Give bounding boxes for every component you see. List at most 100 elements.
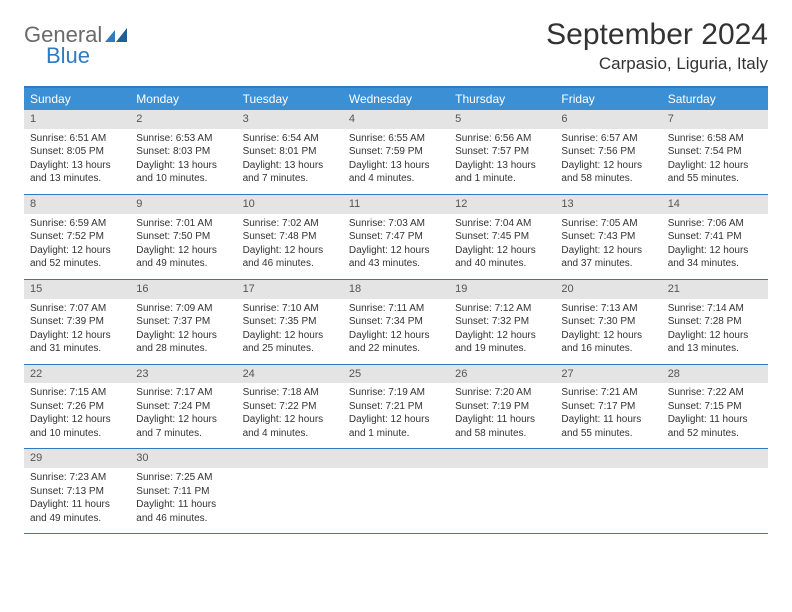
sunrise-text: Sunrise: 6:53 AM (136, 132, 230, 146)
day-number: 19 (449, 280, 555, 299)
day-number: 3 (237, 110, 343, 129)
day-body: Sunrise: 6:53 AMSunset: 8:03 PMDaylight:… (130, 129, 236, 194)
day-number: 10 (237, 195, 343, 214)
day-body (237, 468, 343, 479)
day-number: . (662, 449, 768, 468)
day-cell: 17Sunrise: 7:10 AMSunset: 7:35 PMDayligh… (237, 280, 343, 364)
day-cell: 1Sunrise: 6:51 AMSunset: 8:05 PMDaylight… (24, 110, 130, 194)
day-number: 13 (555, 195, 661, 214)
sunset-text: Sunset: 7:21 PM (349, 400, 443, 414)
day-number: 4 (343, 110, 449, 129)
day-cell: 7Sunrise: 6:58 AMSunset: 7:54 PMDaylight… (662, 110, 768, 194)
sunset-text: Sunset: 7:34 PM (349, 315, 443, 329)
day-cell: 6Sunrise: 6:57 AMSunset: 7:56 PMDaylight… (555, 110, 661, 194)
week-row: 29Sunrise: 7:23 AMSunset: 7:13 PMDayligh… (24, 449, 768, 534)
day-body: Sunrise: 7:23 AMSunset: 7:13 PMDaylight:… (24, 468, 130, 533)
day-header: Monday (130, 88, 236, 110)
daylight-text: Daylight: 11 hours and 58 minutes. (455, 413, 549, 440)
day-number: 23 (130, 365, 236, 384)
day-cell: . (662, 449, 768, 533)
sunset-text: Sunset: 7:32 PM (455, 315, 549, 329)
day-cell: 2Sunrise: 6:53 AMSunset: 8:03 PMDaylight… (130, 110, 236, 194)
day-header: Tuesday (237, 88, 343, 110)
day-number: 20 (555, 280, 661, 299)
sunrise-text: Sunrise: 6:59 AM (30, 217, 124, 231)
day-body: Sunrise: 7:13 AMSunset: 7:30 PMDaylight:… (555, 299, 661, 364)
daylight-text: Daylight: 12 hours and 19 minutes. (455, 329, 549, 356)
day-body: Sunrise: 6:55 AMSunset: 7:59 PMDaylight:… (343, 129, 449, 194)
sunset-text: Sunset: 7:50 PM (136, 230, 230, 244)
day-cell: 8Sunrise: 6:59 AMSunset: 7:52 PMDaylight… (24, 195, 130, 279)
sunrise-text: Sunrise: 7:19 AM (349, 386, 443, 400)
daylight-text: Daylight: 12 hours and 34 minutes. (668, 244, 762, 271)
day-body (662, 468, 768, 479)
day-number: 22 (24, 365, 130, 384)
day-number: . (555, 449, 661, 468)
day-cell: 29Sunrise: 7:23 AMSunset: 7:13 PMDayligh… (24, 449, 130, 533)
day-number: 25 (343, 365, 449, 384)
sunrise-text: Sunrise: 7:20 AM (455, 386, 549, 400)
day-cell: 23Sunrise: 7:17 AMSunset: 7:24 PMDayligh… (130, 365, 236, 449)
day-body: Sunrise: 7:10 AMSunset: 7:35 PMDaylight:… (237, 299, 343, 364)
day-cell: 18Sunrise: 7:11 AMSunset: 7:34 PMDayligh… (343, 280, 449, 364)
location-text: Carpasio, Liguria, Italy (546, 54, 768, 74)
week-row: 15Sunrise: 7:07 AMSunset: 7:39 PMDayligh… (24, 280, 768, 365)
day-number: 2 (130, 110, 236, 129)
day-body: Sunrise: 7:02 AMSunset: 7:48 PMDaylight:… (237, 214, 343, 279)
day-body: Sunrise: 7:12 AMSunset: 7:32 PMDaylight:… (449, 299, 555, 364)
daylight-text: Daylight: 11 hours and 55 minutes. (561, 413, 655, 440)
sunset-text: Sunset: 7:48 PM (243, 230, 337, 244)
day-body: Sunrise: 7:21 AMSunset: 7:17 PMDaylight:… (555, 383, 661, 448)
day-number: 1 (24, 110, 130, 129)
day-number: 30 (130, 449, 236, 468)
day-cell: 11Sunrise: 7:03 AMSunset: 7:47 PMDayligh… (343, 195, 449, 279)
day-body: Sunrise: 7:01 AMSunset: 7:50 PMDaylight:… (130, 214, 236, 279)
sunset-text: Sunset: 7:57 PM (455, 145, 549, 159)
sunrise-text: Sunrise: 7:06 AM (668, 217, 762, 231)
day-cell: 3Sunrise: 6:54 AMSunset: 8:01 PMDaylight… (237, 110, 343, 194)
day-body: Sunrise: 7:04 AMSunset: 7:45 PMDaylight:… (449, 214, 555, 279)
daylight-text: Daylight: 12 hours and 55 minutes. (668, 159, 762, 186)
sunrise-text: Sunrise: 6:57 AM (561, 132, 655, 146)
logo: General Blue (24, 18, 129, 67)
daylight-text: Daylight: 12 hours and 31 minutes. (30, 329, 124, 356)
day-cell: . (343, 449, 449, 533)
day-body: Sunrise: 7:11 AMSunset: 7:34 PMDaylight:… (343, 299, 449, 364)
day-body: Sunrise: 7:17 AMSunset: 7:24 PMDaylight:… (130, 383, 236, 448)
day-cell: 10Sunrise: 7:02 AMSunset: 7:48 PMDayligh… (237, 195, 343, 279)
sunrise-text: Sunrise: 7:25 AM (136, 471, 230, 485)
day-number: . (449, 449, 555, 468)
day-body: Sunrise: 7:06 AMSunset: 7:41 PMDaylight:… (662, 214, 768, 279)
sunset-text: Sunset: 7:43 PM (561, 230, 655, 244)
sunrise-text: Sunrise: 7:03 AM (349, 217, 443, 231)
daylight-text: Daylight: 13 hours and 7 minutes. (243, 159, 337, 186)
sunset-text: Sunset: 7:30 PM (561, 315, 655, 329)
daylight-text: Daylight: 12 hours and 28 minutes. (136, 329, 230, 356)
sunset-text: Sunset: 7:17 PM (561, 400, 655, 414)
sunrise-text: Sunrise: 7:12 AM (455, 302, 549, 316)
day-number: 8 (24, 195, 130, 214)
day-number: 24 (237, 365, 343, 384)
sunset-text: Sunset: 7:54 PM (668, 145, 762, 159)
day-body (343, 468, 449, 479)
sunset-text: Sunset: 7:13 PM (30, 485, 124, 499)
day-body (555, 468, 661, 479)
day-cell: 9Sunrise: 7:01 AMSunset: 7:50 PMDaylight… (130, 195, 236, 279)
day-body: Sunrise: 7:20 AMSunset: 7:19 PMDaylight:… (449, 383, 555, 448)
daylight-text: Daylight: 12 hours and 1 minute. (349, 413, 443, 440)
day-cell: 26Sunrise: 7:20 AMSunset: 7:19 PMDayligh… (449, 365, 555, 449)
sunset-text: Sunset: 7:15 PM (668, 400, 762, 414)
day-number: 26 (449, 365, 555, 384)
sunset-text: Sunset: 7:37 PM (136, 315, 230, 329)
sunrise-text: Sunrise: 7:07 AM (30, 302, 124, 316)
day-number: 6 (555, 110, 661, 129)
day-body: Sunrise: 6:57 AMSunset: 7:56 PMDaylight:… (555, 129, 661, 194)
sunset-text: Sunset: 7:47 PM (349, 230, 443, 244)
daylight-text: Daylight: 12 hours and 7 minutes. (136, 413, 230, 440)
sunrise-text: Sunrise: 7:14 AM (668, 302, 762, 316)
daylight-text: Daylight: 12 hours and 43 minutes. (349, 244, 443, 271)
sunrise-text: Sunrise: 7:10 AM (243, 302, 337, 316)
day-body: Sunrise: 7:05 AMSunset: 7:43 PMDaylight:… (555, 214, 661, 279)
daylight-text: Daylight: 13 hours and 1 minute. (455, 159, 549, 186)
day-cell: 15Sunrise: 7:07 AMSunset: 7:39 PMDayligh… (24, 280, 130, 364)
